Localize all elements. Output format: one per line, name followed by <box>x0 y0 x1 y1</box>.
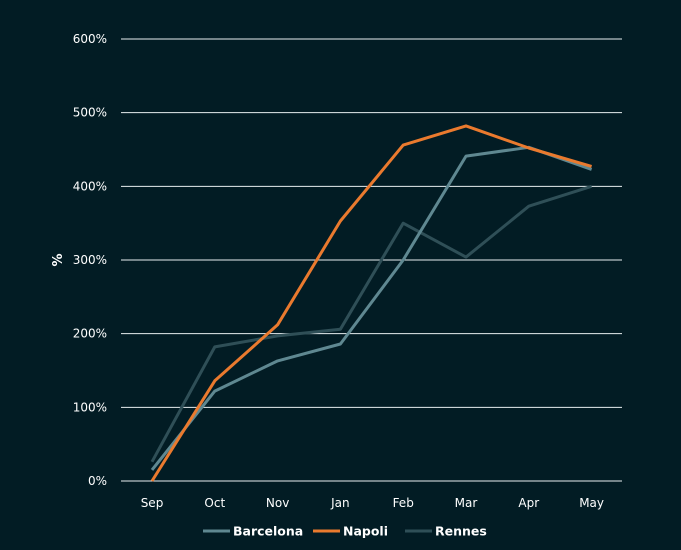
x-tick-label: Mar <box>455 496 478 510</box>
x-tick-label: Apr <box>518 496 539 510</box>
legend-label: Napoli <box>343 524 388 539</box>
legend-item-rennes[interactable]: Rennes <box>405 524 487 539</box>
y-tick-label: 100% <box>73 400 107 414</box>
series-line-barcelona <box>150 145 593 471</box>
series-line-napoli <box>150 124 593 482</box>
y-axis-ticks: 0% 100% 200% 300% 400% 500% 600% <box>73 32 107 488</box>
y-tick-label: 300% <box>73 253 107 267</box>
legend-label: Barcelona <box>233 524 303 539</box>
y-tick-label: 400% <box>73 179 107 193</box>
series-lines <box>150 124 593 482</box>
x-tick-label: Jan <box>330 496 350 510</box>
x-tick-label: Oct <box>204 496 225 510</box>
x-axis-ticks: Sep Oct Nov Jan Feb Mar Apr May <box>141 496 604 510</box>
series-line-rennes <box>150 184 593 463</box>
legend-item-barcelona[interactable]: Barcelona <box>203 524 303 539</box>
y-tick-label: 0% <box>88 474 107 488</box>
x-tick-label: Feb <box>393 496 414 510</box>
y-tick-label: 600% <box>73 32 107 46</box>
y-tick-label: 500% <box>73 106 107 120</box>
x-tick-label: May <box>579 496 604 510</box>
x-tick-label: Sep <box>141 496 164 510</box>
x-tick-label: Nov <box>266 496 289 510</box>
y-axis-label: % <box>51 253 66 266</box>
y-tick-label: 200% <box>73 327 107 341</box>
gridlines <box>121 38 622 482</box>
legend: Barcelona Napoli Rennes <box>203 524 487 539</box>
legend-item-napoli[interactable]: Napoli <box>313 524 388 539</box>
legend-label: Rennes <box>435 524 487 539</box>
